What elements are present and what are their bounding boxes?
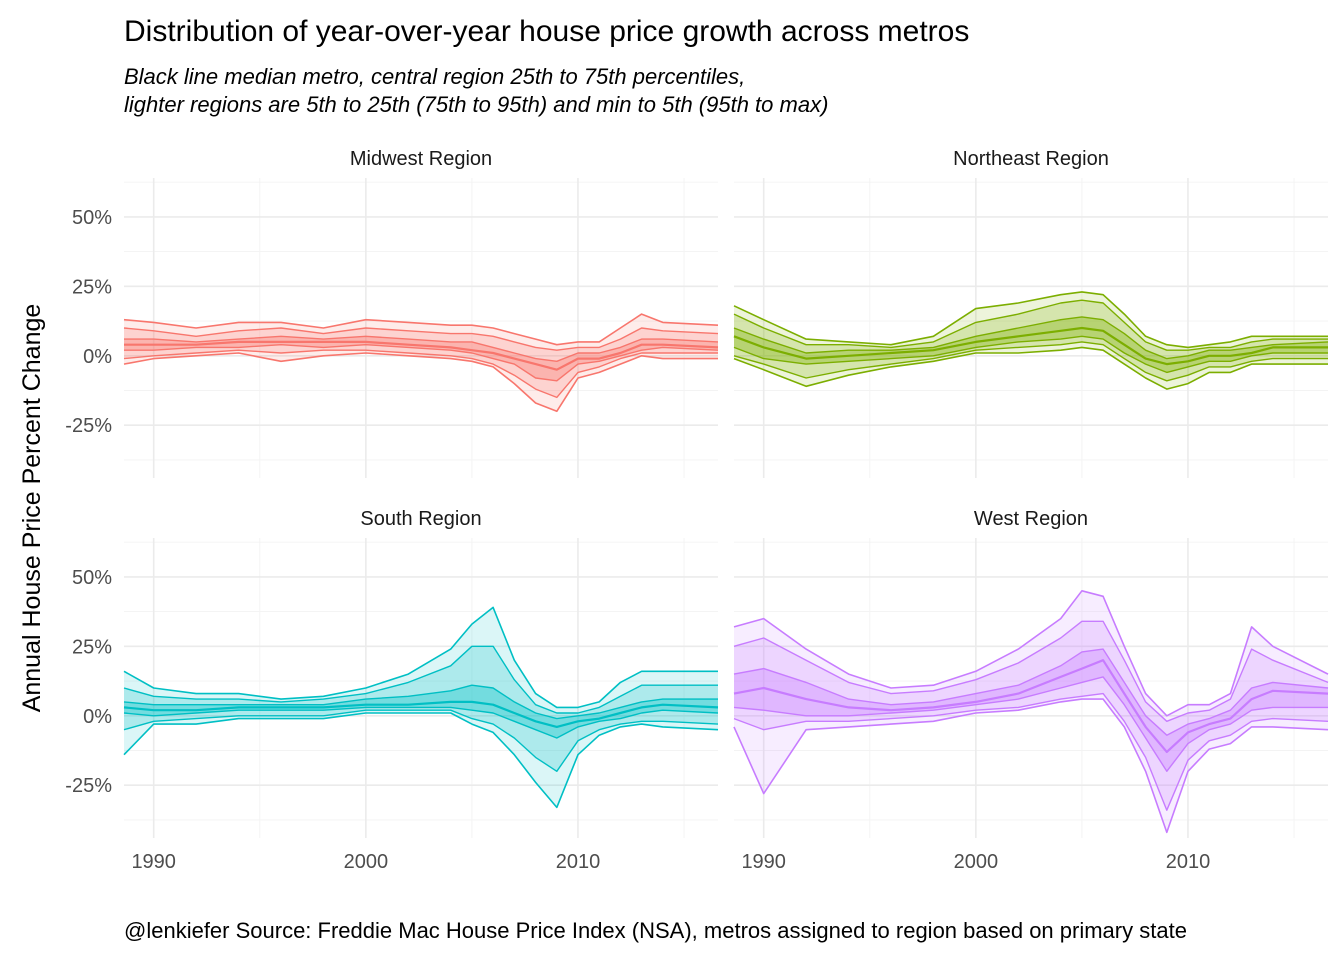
line-p95-south-region [123, 645, 718, 714]
line-p5-midwest-region [123, 349, 718, 399]
y-tick-label: 50% [72, 207, 112, 229]
line-median-northeast-region [733, 326, 1328, 366]
x-tick-label: 2000 [954, 851, 999, 873]
band-min-p5-northeast-region [734, 341, 1328, 390]
y-tick-label: -25% [65, 775, 112, 797]
line-min-west-region [733, 698, 1329, 834]
band-p75-p95-northeast-region [734, 300, 1328, 359]
band-p25-p75-south-region [124, 685, 718, 738]
line-p95-northeast-region [733, 299, 1328, 351]
line-p25-northeast-region [733, 335, 1328, 374]
line-p5-west-region [733, 692, 1329, 811]
y-tick-label: 0% [83, 706, 112, 728]
facet-panels: Midwest Region -25% 0% 25% 50% Northeast Regi… [65, 148, 1329, 873]
line-max-northeast-region [733, 291, 1328, 349]
panel-title-northeast-region: Northeast Region [953, 148, 1109, 170]
y-tick-label: 25% [72, 276, 112, 298]
panel-midwest-region: Midwest Region -25% 0% 25% 50% [65, 148, 719, 478]
y-tick-label: -25% [65, 415, 112, 437]
line-min-northeast-region [733, 346, 1328, 390]
line-p95-west-region [733, 620, 1329, 722]
line-median-west-region [733, 659, 1329, 753]
line-min-south-region [123, 712, 719, 809]
panel-west-region: West Region 1990 2000 2010 [733, 508, 1329, 873]
line-p75-west-region [733, 648, 1329, 736]
line-p75-midwest-region [124, 335, 719, 362]
panel-northeast-region: Northeast Region [733, 148, 1329, 478]
band-p5-p25-south-region [124, 707, 718, 772]
y-tick-label: 50% [72, 567, 112, 589]
chart-subtitle-line-1: Black line median metro, central region … [124, 64, 745, 89]
line-p25-west-region [733, 676, 1328, 772]
panel-south-region: South Region -25% 0% 25% 50% 1990 2000 2010 [65, 508, 719, 873]
band-p95-max-west-region [734, 590, 1328, 722]
y-tick-label: 0% [83, 346, 112, 368]
y-axis-label: Annual House Price Percent Change [18, 304, 46, 713]
band-p95-max-northeast-region [734, 291, 1328, 351]
band-p5-p25-west-region [734, 676, 1328, 811]
line-p75-northeast-region [733, 316, 1329, 360]
line-median-south-region [123, 700, 719, 728]
line-p25-midwest-region [124, 344, 719, 382]
panel-title-south-region: South Region [360, 508, 481, 530]
chart-title: Distribution of year-over-year house pri… [124, 15, 969, 48]
x-tick-label: 1990 [741, 851, 786, 873]
band-p75-p95-west-region [734, 621, 1328, 736]
line-min-midwest-region [123, 352, 718, 413]
line-max-south-region [123, 606, 718, 709]
band-min-p5-south-region [124, 710, 718, 808]
x-tick-label: 1990 [131, 851, 176, 873]
band-min-p5-midwest-region [124, 350, 718, 412]
chart-subtitle-line-2: lighter regions are 5th to 25th (75th to… [124, 92, 828, 117]
x-tick-label: 2010 [1166, 851, 1211, 873]
line-p5-northeast-region [733, 341, 1328, 382]
panel-title-west-region: West Region [974, 508, 1088, 530]
band-p5-p25-midwest-region [124, 344, 718, 398]
x-tick-label: 2010 [556, 851, 601, 873]
line-median-midwest-region [124, 340, 719, 371]
line-p75-south-region [123, 684, 718, 720]
panel-title-midwest-region: Midwest Region [350, 148, 492, 170]
x-tick-label: 2000 [344, 851, 389, 873]
line-p5-south-region [123, 709, 719, 772]
y-tick-label: 25% [72, 636, 112, 658]
line-p25-south-region [123, 706, 719, 739]
line-max-midwest-region [123, 313, 719, 346]
band-p25-p75-midwest-region [124, 336, 718, 381]
chart-caption: @lenkiefer Source: Freddie Mac House Pri… [124, 918, 1187, 943]
line-max-west-region [733, 590, 1329, 717]
line-p95-midwest-region [123, 327, 719, 351]
band-p75-p95-south-region [124, 646, 718, 719]
